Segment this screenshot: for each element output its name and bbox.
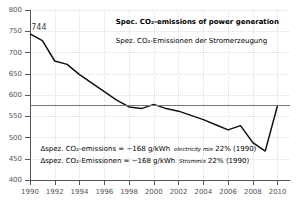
- svg-text:electricity mix: electricity mix: [174, 146, 214, 153]
- svg-text:1992: 1992: [46, 188, 64, 196]
- svg-text:1994: 1994: [71, 188, 89, 196]
- svg-text:500: 500: [9, 134, 22, 142]
- svg-text:750: 750: [9, 27, 22, 35]
- svg-text:744: 744: [31, 23, 46, 32]
- svg-text:22% (1990): 22% (1990): [213, 145, 257, 153]
- svg-text:1998: 1998: [120, 188, 138, 196]
- svg-text:2006: 2006: [219, 188, 237, 196]
- svg-text:2000: 2000: [145, 188, 163, 196]
- svg-text:450: 450: [9, 155, 22, 163]
- svg-text:650: 650: [9, 70, 22, 78]
- svg-text:2010: 2010: [269, 188, 287, 196]
- svg-text:Strommix: Strommix: [179, 158, 207, 164]
- svg-text:800: 800: [9, 6, 22, 14]
- svg-text:2004: 2004: [194, 188, 212, 196]
- svg-text:1996: 1996: [95, 188, 113, 196]
- svg-text:550: 550: [9, 112, 22, 120]
- svg-text:2002: 2002: [170, 188, 188, 196]
- svg-text:Δspez. CO₂-Emissionen = −168 g: Δspez. CO₂-Emissionen = −168 g/kWh: [40, 157, 175, 165]
- svg-text:700: 700: [9, 49, 22, 57]
- svg-text:Spez. CO₂-Emissionen der Strom: Spez. CO₂-Emissionen der Stromerzeugung: [116, 37, 267, 45]
- svg-text:600: 600: [9, 91, 22, 99]
- svg-text:Δspez. CO₂-emissions = −168 g/: Δspez. CO₂-emissions = −168 g/kWh: [40, 145, 170, 153]
- svg-text:400: 400: [9, 176, 22, 184]
- svg-text:2008: 2008: [244, 188, 262, 196]
- svg-text:1990: 1990: [21, 188, 39, 196]
- svg-text:22% (1990): 22% (1990): [206, 157, 250, 165]
- svg-text:Spec. CO₂-emissions of power g: Spec. CO₂-emissions of power generation: [116, 18, 279, 26]
